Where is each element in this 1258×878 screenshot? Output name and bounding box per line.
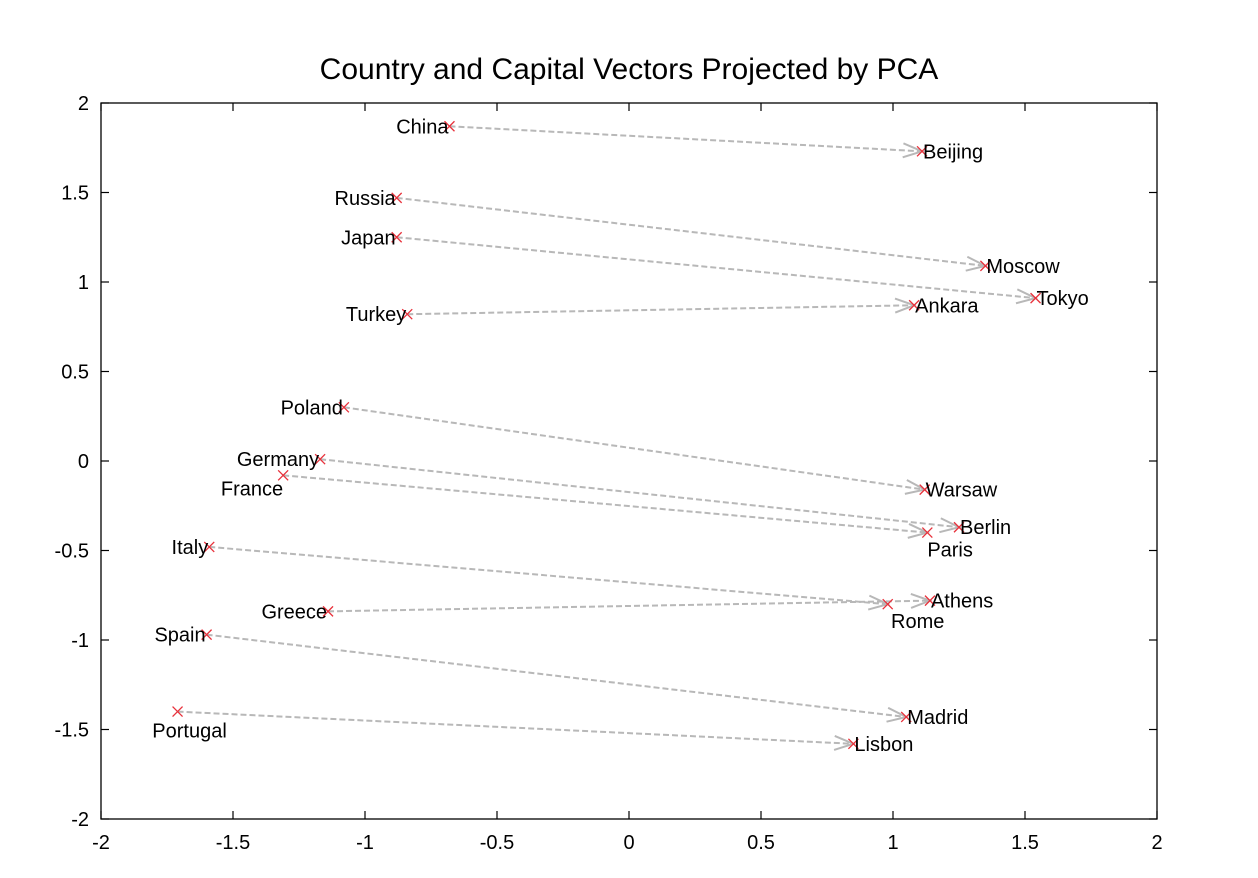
x-tick-label: -2 bbox=[92, 832, 110, 854]
capital-label: Beijing bbox=[923, 141, 983, 163]
country-label: Russia bbox=[335, 188, 397, 210]
country-marker bbox=[338, 401, 350, 413]
arrow-portugal bbox=[177, 710, 854, 744]
x-tick-label: -1.5 bbox=[216, 832, 250, 854]
capital-label: Rome bbox=[891, 611, 944, 633]
vector-arrows bbox=[177, 125, 1036, 744]
country-marker bbox=[201, 629, 213, 641]
country-marker bbox=[391, 192, 403, 204]
country-label: Turkey bbox=[346, 304, 406, 326]
country-label: France bbox=[221, 478, 283, 500]
arrow-turkey bbox=[407, 305, 914, 316]
arrow-russia bbox=[396, 196, 986, 266]
y-tick-label: -1 bbox=[71, 630, 89, 652]
arrow-spain bbox=[206, 633, 907, 717]
capital-marker bbox=[900, 711, 912, 723]
capital-marker bbox=[847, 738, 859, 750]
arrow-china bbox=[449, 125, 922, 151]
point-markers bbox=[172, 120, 1042, 750]
country-marker bbox=[322, 605, 334, 617]
y-tick-label: 0.5 bbox=[61, 362, 89, 384]
y-tick-label: 0 bbox=[78, 451, 89, 473]
x-tick-label: 0 bbox=[623, 832, 634, 854]
capital-label: Madrid bbox=[907, 707, 968, 729]
y-tick-label: -1.5 bbox=[55, 720, 89, 742]
x-tick-label: 0.5 bbox=[747, 832, 775, 854]
country-label: China bbox=[396, 116, 449, 138]
capital-label: Athens bbox=[931, 591, 993, 613]
capital-marker bbox=[916, 145, 928, 157]
country-marker bbox=[277, 469, 289, 481]
capital-label: Moscow bbox=[986, 256, 1060, 278]
capital-marker bbox=[921, 527, 933, 539]
country-label: Portugal bbox=[152, 721, 227, 743]
capital-marker bbox=[908, 299, 920, 311]
y-tick-label: -0.5 bbox=[55, 541, 89, 563]
capital-marker bbox=[953, 521, 965, 533]
point-labels: China Beijing Russia Moscow Japan Tokyo Turkey… bbox=[152, 116, 1089, 756]
capital-marker bbox=[924, 595, 936, 607]
x-tick-label: -1 bbox=[356, 832, 374, 854]
x-tick-label: 1.5 bbox=[1011, 832, 1039, 854]
country-label: Spain bbox=[154, 625, 205, 647]
country-label: Germany bbox=[237, 449, 319, 471]
y-tick-label: -2 bbox=[71, 809, 89, 831]
country-label: Greece bbox=[261, 601, 327, 623]
x-tick-label: 2 bbox=[1151, 832, 1162, 854]
x-tick-label: 1 bbox=[887, 832, 898, 854]
country-label: Italy bbox=[172, 537, 209, 559]
country-marker bbox=[314, 453, 326, 465]
capital-marker bbox=[919, 484, 931, 496]
arrow-italy bbox=[209, 545, 887, 604]
y-tick-label: 1.5 bbox=[61, 183, 89, 205]
arrow-france bbox=[283, 474, 927, 532]
arrow-japan bbox=[396, 236, 1036, 298]
capital-marker bbox=[979, 260, 991, 272]
y-tick-label: 1 bbox=[78, 272, 89, 294]
capital-label: Ankara bbox=[915, 295, 979, 317]
arrow-poland bbox=[343, 406, 925, 489]
country-label: Poland bbox=[281, 397, 343, 419]
country-marker bbox=[172, 706, 184, 718]
capital-marker bbox=[1030, 292, 1042, 304]
arrow-germany bbox=[320, 458, 959, 527]
country-marker bbox=[391, 231, 403, 243]
capital-label: Tokyo bbox=[1037, 288, 1089, 310]
capital-label: Warsaw bbox=[926, 480, 998, 502]
x-tick-label: -0.5 bbox=[480, 832, 514, 854]
capital-label: Berlin bbox=[960, 517, 1011, 539]
country-marker bbox=[401, 308, 413, 320]
country-marker bbox=[203, 541, 215, 553]
arrow-greece bbox=[328, 601, 930, 613]
capital-marker bbox=[882, 598, 894, 610]
y-tick-label: 2 bbox=[78, 93, 89, 115]
axis-ticks: -2 -1.5 -1 -0.5 0 0.5 1 1.5 2 -2 -1.5 -1 -0.5 0 0.5 1 1.… bbox=[55, 93, 1163, 854]
capital-label: Paris bbox=[927, 540, 973, 562]
country-label: Japan bbox=[341, 227, 396, 249]
country-marker bbox=[444, 120, 455, 132]
chart-title: Country and Capital Vectors Projected by… bbox=[320, 53, 939, 86]
capital-label: Lisbon bbox=[854, 734, 913, 756]
